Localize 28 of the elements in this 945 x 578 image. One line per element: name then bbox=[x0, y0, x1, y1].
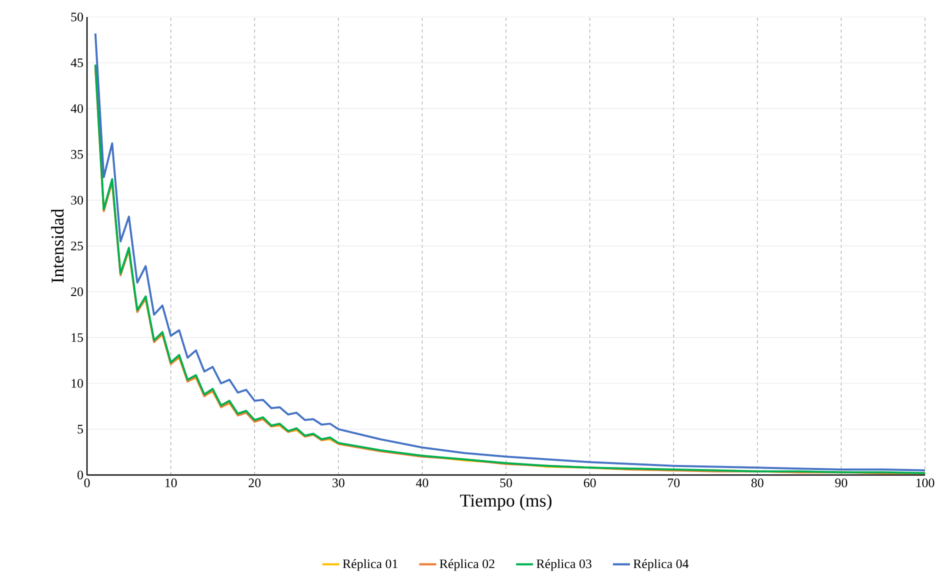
y-tick-label: 50 bbox=[71, 12, 83, 22]
x-tick-label: 70 bbox=[668, 478, 680, 488]
x-tick-label: 10 bbox=[165, 478, 177, 488]
y-axis-title: Intensidad bbox=[51, 208, 64, 283]
y-tick-label: 40 bbox=[70, 104, 83, 113]
x-tick-label: 80 bbox=[751, 478, 764, 488]
y-tick-label: 5 bbox=[78, 424, 83, 434]
x-tick-label: 30 bbox=[332, 478, 344, 488]
y-tick-label: 15 bbox=[72, 333, 83, 342]
y-tick-label: 30 bbox=[71, 196, 83, 205]
legend-label: Réplica 02 bbox=[440, 559, 494, 571]
y-tick-label: 35 bbox=[71, 150, 83, 159]
x-tick-label: 50 bbox=[500, 478, 512, 488]
x-tick-label: 90 bbox=[835, 478, 848, 488]
y-tick-label: 25 bbox=[71, 242, 83, 250]
legend-label: Réplica 04 bbox=[633, 559, 689, 571]
y-tick-label: 0 bbox=[78, 470, 83, 480]
x-tick-label: 100 bbox=[916, 478, 934, 488]
y-tick-label: 20 bbox=[71, 287, 83, 296]
y-tick-label: 10 bbox=[72, 379, 83, 388]
legend-label: Réplica 03 bbox=[536, 559, 592, 571]
y-tick-label: 45 bbox=[70, 58, 83, 68]
legend-label: Réplica 01 bbox=[342, 559, 398, 571]
x-tick-label: 20 bbox=[248, 478, 261, 488]
x-axis-title: Tiempo (ms) bbox=[460, 494, 552, 510]
x-tick-label: 40 bbox=[416, 478, 428, 488]
x-tick-label: 60 bbox=[584, 478, 596, 488]
x-tick-label: 0 bbox=[84, 478, 90, 488]
